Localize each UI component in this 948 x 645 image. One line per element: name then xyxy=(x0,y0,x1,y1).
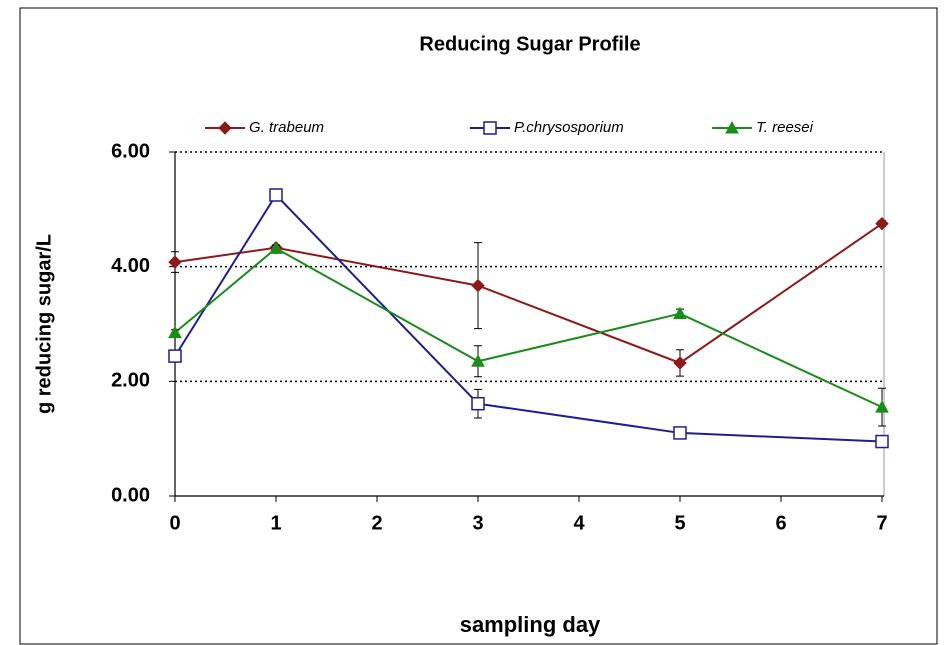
x-tick-label: 5 xyxy=(674,512,685,534)
data-point xyxy=(875,434,889,449)
data-point xyxy=(471,354,485,367)
x-tick-label: 1 xyxy=(270,512,281,534)
x-tick-label: 2 xyxy=(371,512,382,534)
legend-label: P.chrysosporium xyxy=(514,119,624,136)
y-axis-label: g reducing sugar/L xyxy=(33,234,55,414)
x-tick-label: 4 xyxy=(573,512,585,534)
data-point xyxy=(269,188,283,202)
y-tick-label: 4.00 xyxy=(111,255,150,277)
data-point xyxy=(168,325,182,339)
x-tick-label: 0 xyxy=(169,512,180,534)
legend-marker xyxy=(218,121,232,135)
legend-marker xyxy=(725,120,739,134)
y-tick-label: 6.00 xyxy=(111,140,150,162)
data-point xyxy=(875,216,889,231)
y-tick-label: 2.00 xyxy=(111,370,150,392)
x-tick-label: 6 xyxy=(775,512,786,534)
data-point xyxy=(168,255,182,269)
x-axis-label: sampling day xyxy=(460,612,601,637)
data-point xyxy=(269,241,283,254)
x-tick-label: 7 xyxy=(876,512,887,534)
legend-label: G. trabeum xyxy=(249,119,324,136)
data-point xyxy=(471,278,485,293)
data-point xyxy=(673,306,687,320)
data-point xyxy=(875,400,889,413)
legend-marker xyxy=(483,121,497,135)
x-tick-label: 3 xyxy=(472,512,483,534)
data-point xyxy=(168,349,182,363)
chart-title: Reducing Sugar Profile xyxy=(419,33,640,55)
data-point xyxy=(673,356,687,370)
data-point xyxy=(673,426,687,440)
legend-label: T. reesei xyxy=(756,119,814,136)
data-point xyxy=(471,396,485,411)
y-tick-label: 0.00 xyxy=(111,484,150,506)
